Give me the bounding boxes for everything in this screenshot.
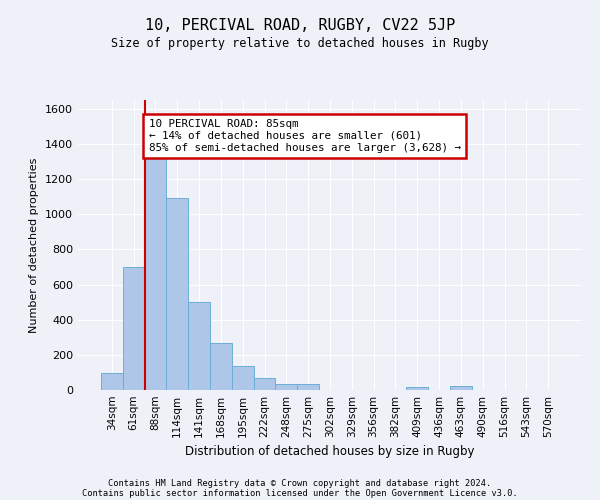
Bar [188, 302, 210, 390]
Bar [297, 384, 319, 390]
Text: 10 PERCIVAL ROAD: 85sqm
← 14% of detached houses are smaller (601)
85% of semi-d: 10 PERCIVAL ROAD: 85sqm ← 14% of detache… [149, 120, 461, 152]
Bar [450, 386, 472, 390]
Bar [232, 366, 254, 390]
Bar [275, 384, 297, 390]
Bar [406, 388, 428, 390]
Bar [101, 374, 123, 390]
Text: Size of property relative to detached houses in Rugby: Size of property relative to detached ho… [111, 38, 489, 51]
Y-axis label: Number of detached properties: Number of detached properties [29, 158, 40, 332]
Text: Contains HM Land Registry data © Crown copyright and database right 2024.: Contains HM Land Registry data © Crown c… [109, 478, 491, 488]
Bar [166, 198, 188, 390]
Bar [210, 342, 232, 390]
Text: 10, PERCIVAL ROAD, RUGBY, CV22 5JP: 10, PERCIVAL ROAD, RUGBY, CV22 5JP [145, 18, 455, 32]
Bar [123, 267, 145, 390]
X-axis label: Distribution of detached houses by size in Rugby: Distribution of detached houses by size … [185, 446, 475, 458]
Text: Contains public sector information licensed under the Open Government Licence v3: Contains public sector information licen… [82, 488, 518, 498]
Bar [254, 378, 275, 390]
Bar [145, 156, 166, 390]
